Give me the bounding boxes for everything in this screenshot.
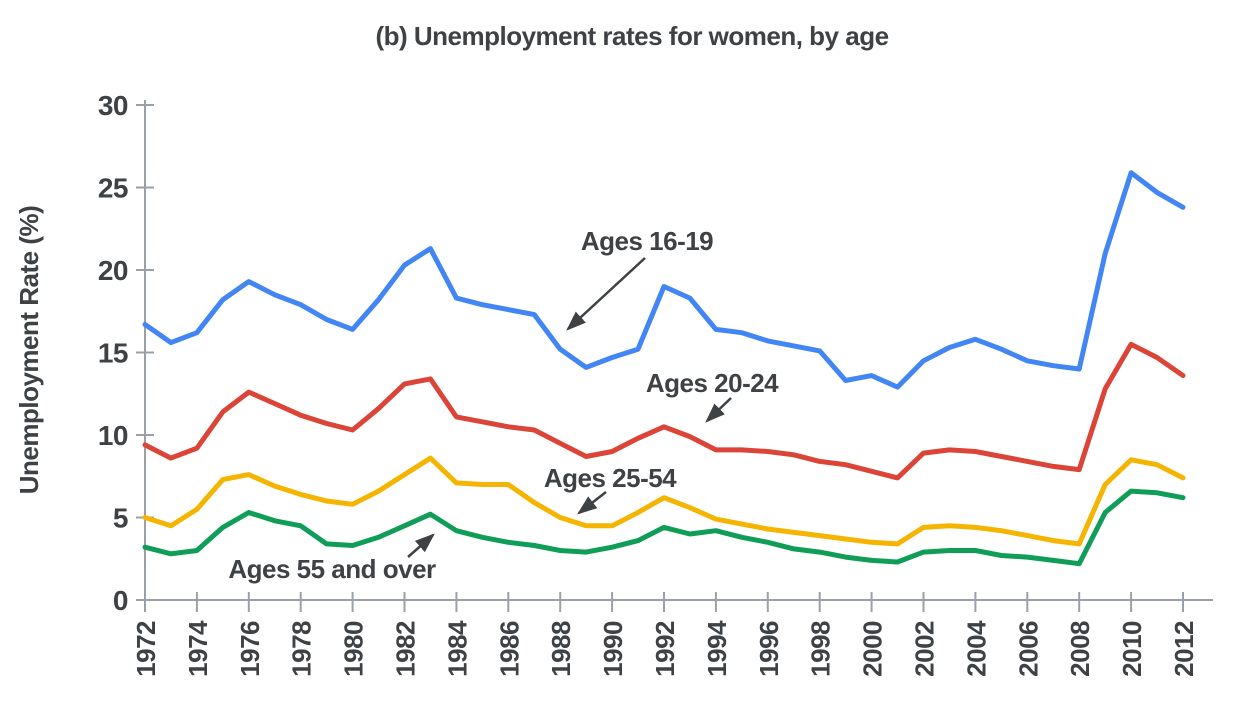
series-layer	[142, 170, 1186, 567]
x-tick-label: 1980	[339, 621, 369, 677]
y-tick-label: 20	[98, 255, 128, 286]
series-line-ages-25-54	[142, 455, 1186, 547]
x-tick-label: 1988	[546, 621, 576, 677]
annotation-ages-55-over: Ages 55 and over	[228, 554, 436, 584]
x-tick-label: 2010	[1117, 621, 1147, 677]
x-tick-label: 2000	[858, 621, 888, 677]
y-tick-label: 10	[98, 420, 128, 451]
x-tick-label: 2004	[961, 620, 991, 677]
series-line-ages-20-24	[142, 341, 1186, 481]
y-tick-label: 30	[98, 90, 128, 121]
x-tick-label: 2008	[1065, 621, 1095, 677]
x-tick-label: 1990	[598, 621, 628, 677]
x-tick-label: 1972	[131, 621, 161, 677]
x-tick-label: 2006	[1013, 621, 1043, 677]
x-tick-label: 1974	[183, 620, 213, 677]
x-tick-label: 2012	[1169, 621, 1199, 677]
annotation-ages-16-19: Ages 16-19	[581, 226, 713, 256]
x-tick-label: 1976	[235, 621, 265, 677]
series-line-ages-16-19	[142, 170, 1186, 390]
x-tick-label: 1984	[442, 620, 472, 677]
y-tick-label: 25	[98, 173, 128, 204]
arrow-to-ages-16-19-line	[566, 257, 646, 331]
x-tick-label: 1996	[754, 621, 784, 677]
y-tick-label: 0	[113, 585, 128, 616]
y-tick-label: 5	[113, 503, 128, 534]
annotation-ages-20-24: Ages 20-24	[646, 368, 779, 398]
chart-title: (b) Unemployment rates for women, by age	[375, 21, 888, 51]
arrow-to-ages-55-over-line	[407, 533, 435, 558]
arrow-to-ages-20-24-line	[705, 397, 732, 423]
annotation-ages-25-54: Ages 25-54	[544, 463, 677, 493]
axes-layer: 0 5 10 15 20 25 30 1972 1974 1976 1978 1980 1982 1984…	[98, 90, 1213, 677]
y-axis-title: Unemployment Rate (%)	[14, 206, 44, 495]
x-tick-label: 1986	[494, 621, 524, 677]
x-tick-label: 1978	[287, 621, 317, 677]
x-tick-label: 1998	[806, 621, 836, 677]
y-tick-label: 15	[98, 338, 128, 369]
arrow-to-ages-25-54-line	[577, 491, 607, 515]
series-line-ages-55-and-over	[142, 488, 1186, 567]
x-tick-label: 1992	[650, 621, 680, 677]
x-tick-label: 1994	[702, 620, 732, 677]
x-tick-label: 2002	[910, 621, 940, 677]
x-tick-label: 1982	[391, 621, 421, 677]
